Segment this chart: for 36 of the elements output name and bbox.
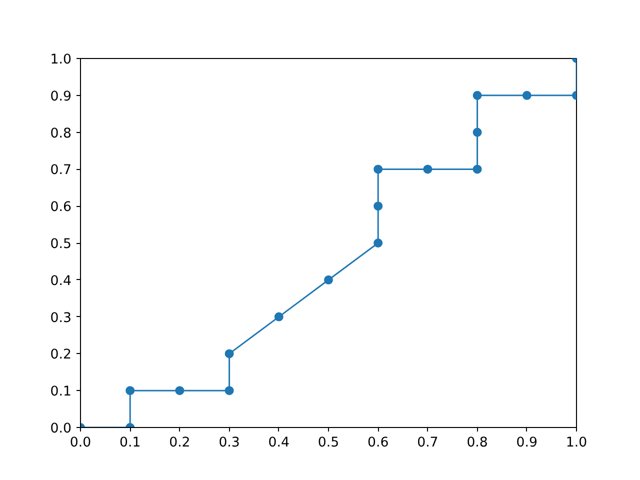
x-tick-label: 0.3 bbox=[218, 436, 240, 450]
point bbox=[126, 386, 135, 396]
point bbox=[224, 386, 234, 396]
x-tick-label: 0.9 bbox=[516, 436, 538, 450]
x-tick-label: 0.8 bbox=[466, 436, 488, 450]
x-tick-label: 0.2 bbox=[169, 436, 190, 450]
y-tick-label: 1.0 bbox=[50, 52, 72, 68]
point bbox=[175, 386, 184, 396]
y-tick-label: 0.1 bbox=[50, 384, 72, 400]
point bbox=[374, 202, 383, 211]
point bbox=[274, 312, 284, 322]
x-tick-label: 0.7 bbox=[417, 436, 438, 450]
y-tick-label: 0.6 bbox=[50, 200, 72, 216]
x-tick-label: 1.0 bbox=[566, 436, 588, 450]
y-tick-label: 0.0 bbox=[50, 422, 72, 436]
y-tick-label: 0.8 bbox=[50, 126, 72, 142]
y-tick-label: 0.5 bbox=[50, 237, 72, 252]
point bbox=[423, 164, 432, 174]
x-tick-label: 0.0 bbox=[70, 436, 92, 450]
x-tick-label: 0.1 bbox=[120, 436, 141, 450]
y-tick-label: 0.3 bbox=[50, 310, 72, 326]
y-tick-label: 0.2 bbox=[50, 348, 72, 363]
point bbox=[374, 238, 383, 248]
point bbox=[324, 275, 333, 284]
y-tick-label: 0.4 bbox=[50, 274, 72, 289]
point bbox=[374, 164, 383, 174]
point bbox=[224, 349, 234, 358]
y-tick-label: 0.7 bbox=[50, 163, 72, 178]
y-tick-label: 0.9 bbox=[50, 89, 72, 104]
x-tick-label: 0.5 bbox=[318, 436, 340, 450]
point bbox=[472, 164, 482, 174]
x-tick-label: 0.4 bbox=[268, 436, 290, 450]
x-tick-label: 0.6 bbox=[368, 436, 389, 450]
point bbox=[472, 128, 482, 137]
point bbox=[472, 90, 482, 100]
point bbox=[522, 90, 532, 100]
